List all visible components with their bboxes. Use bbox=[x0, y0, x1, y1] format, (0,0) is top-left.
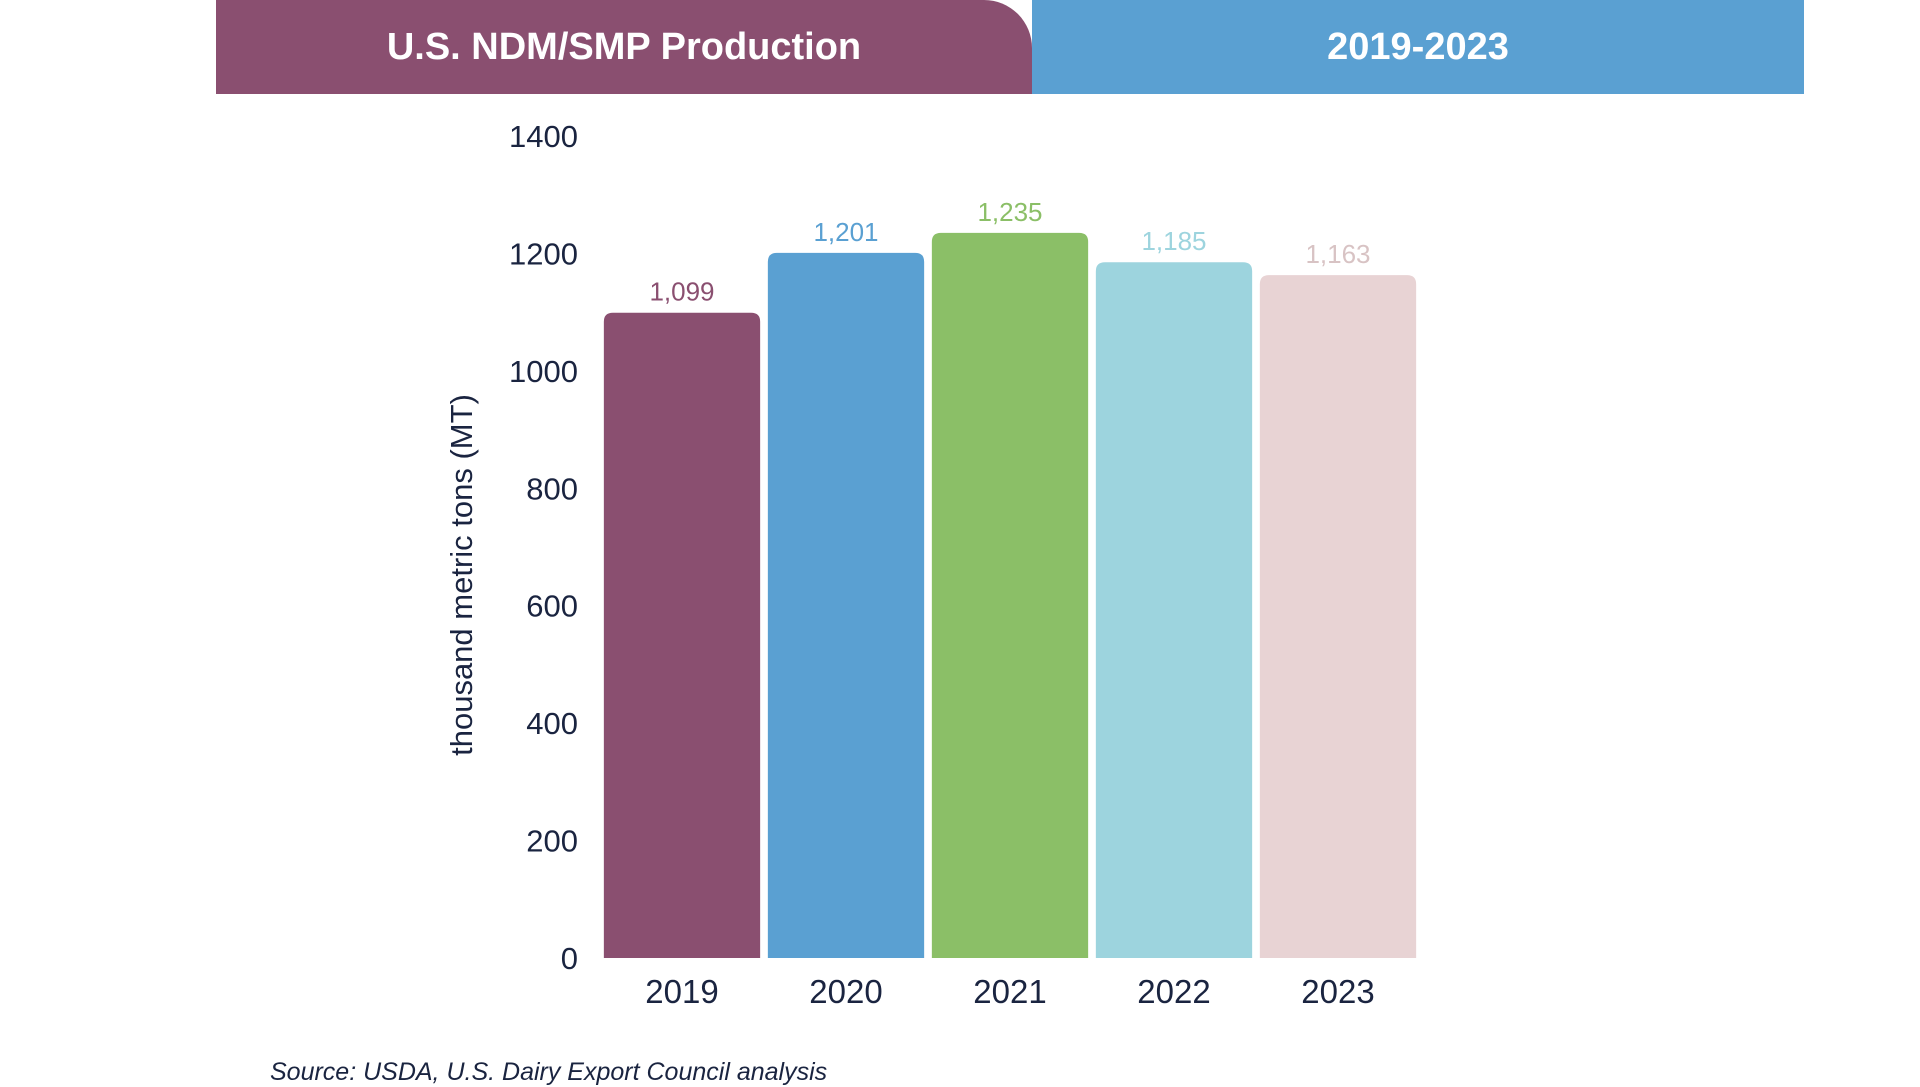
data-label-2020: 1,201 bbox=[813, 217, 878, 247]
chart-title: U.S. NDM/SMP Production bbox=[386, 25, 862, 68]
y-tick-label: 800 bbox=[526, 471, 578, 506]
x-tick-label: 2021 bbox=[973, 973, 1046, 1010]
title-banner: U.S. NDM/SMP Production bbox=[216, 0, 1032, 94]
data-label-2023: 1,163 bbox=[1305, 239, 1370, 269]
y-tick-label: 0 bbox=[561, 941, 578, 976]
x-tick-label: 2022 bbox=[1137, 973, 1210, 1010]
bar-2022 bbox=[1095, 262, 1253, 958]
data-label-2021: 1,235 bbox=[977, 197, 1042, 227]
y-tick-label: 1000 bbox=[509, 354, 578, 389]
period-banner: 2019-2023 bbox=[1032, 0, 1804, 94]
y-tick-label: 200 bbox=[526, 824, 578, 859]
bar-2023 bbox=[1259, 275, 1417, 959]
y-axis-title: thousand metric tons (MT) bbox=[444, 394, 479, 756]
y-tick-label: 400 bbox=[526, 706, 578, 741]
x-tick-label: 2019 bbox=[645, 973, 718, 1010]
bar-2020 bbox=[767, 252, 925, 958]
data-label-2019: 1,099 bbox=[649, 277, 714, 307]
source-note: Source: USDA, U.S. Dairy Export Council … bbox=[270, 1058, 828, 1086]
y-tick-label: 1400 bbox=[509, 119, 578, 154]
bar-2019 bbox=[603, 312, 761, 959]
x-tick-label: 2023 bbox=[1301, 973, 1374, 1010]
data-label-2022: 1,185 bbox=[1141, 226, 1206, 256]
x-tick-label: 2020 bbox=[809, 973, 882, 1010]
bar-2021 bbox=[931, 232, 1089, 959]
y-tick-label: 600 bbox=[526, 589, 578, 624]
chart-period: 2019-2023 bbox=[1327, 25, 1509, 68]
y-tick-label: 1200 bbox=[509, 236, 578, 271]
